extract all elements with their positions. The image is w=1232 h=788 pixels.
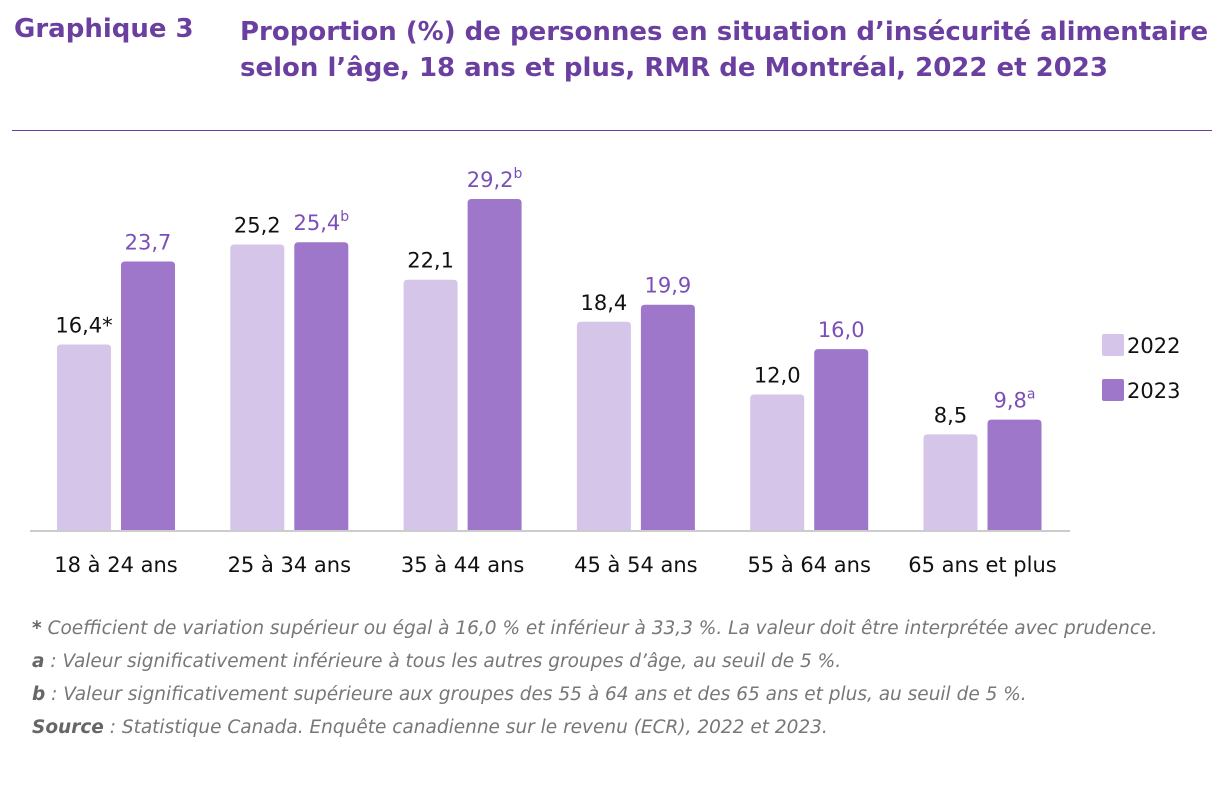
value-label: 18,4 (581, 291, 628, 315)
value-label-note: b (340, 209, 349, 225)
value-label: 22,1 (407, 249, 454, 273)
value-label: 9,8a (994, 387, 1036, 413)
value-label-text: 9,8 (994, 389, 1027, 413)
footnote: * Coefficient de variation supérieur ou … (32, 616, 1202, 642)
value-label: 23,7 (125, 231, 172, 255)
value-label-text: 25,4 (293, 211, 340, 235)
value-label-text: 16,4* (55, 314, 112, 338)
footnote: a : Valeur significativement inférieure … (32, 649, 1202, 675)
value-label: 25,2 (234, 213, 281, 237)
bar (987, 419, 1042, 531)
value-label: 16,4* (55, 314, 112, 338)
bar (576, 321, 631, 531)
value-label: 16,0 (818, 318, 865, 342)
bar (467, 198, 522, 531)
title-rule (12, 130, 1212, 131)
x-tick-label: 45 à 54 ans (574, 553, 697, 577)
value-label-note: a (1027, 387, 1036, 403)
footnote-marker: Source (32, 717, 104, 738)
value-label-text: 18,4 (581, 291, 628, 315)
footnote-text: Coefficient de variation supérieur ou ég… (41, 618, 1158, 639)
value-label-text: 29,2 (467, 168, 514, 192)
bar (750, 394, 805, 531)
bar (294, 242, 349, 531)
footnote-text: : Valeur significativement supérieure au… (45, 684, 1027, 705)
value-label-text: 12,0 (754, 364, 801, 388)
footnote-marker: a (32, 651, 45, 672)
footnote: Source : Statistique Canada. Enquête can… (32, 715, 1202, 741)
x-tick-label: 25 à 34 ans (228, 553, 351, 577)
footnote: b : Valeur significativement supérieure … (32, 682, 1202, 708)
value-label: 8,5 (934, 403, 967, 427)
bar (640, 304, 695, 531)
footnote-marker: * (32, 618, 42, 639)
x-tick-label: 55 à 64 ans (747, 553, 870, 577)
x-tick-label: 65 ans et plus (908, 553, 1056, 577)
value-label-text: 22,1 (407, 249, 454, 273)
value-label-text: 8,5 (934, 403, 967, 427)
value-label: 12,0 (754, 364, 801, 388)
bar (57, 344, 111, 531)
x-tick-label: 18 à 24 ans (54, 553, 177, 577)
value-label: 29,2b (467, 166, 523, 192)
bar (121, 261, 175, 531)
footnote-text: : Valeur significativement inférieure à … (44, 651, 842, 672)
chart-title: Proportion (%) de personnes en situation… (240, 17, 1209, 83)
x-tick-label: 35 à 44 ans (401, 553, 524, 577)
footnote-text: : Statistique Canada. Enquête canadienne… (103, 717, 828, 738)
footnotes: * Coefficient de variation supérieur ou … (32, 616, 1202, 748)
value-label: 25,4b (293, 209, 349, 235)
value-label-text: 16,0 (818, 318, 865, 342)
bar (923, 434, 978, 531)
value-label-text: 23,7 (125, 231, 172, 255)
legend-label: 2023 (1127, 379, 1180, 403)
figure-label: Graphique 3 (14, 14, 194, 44)
bar (814, 349, 869, 531)
legend-swatch (1102, 334, 1124, 356)
value-label-text: 25,2 (234, 213, 281, 237)
value-label: 19,9 (645, 274, 692, 298)
legend-label: 2022 (1127, 334, 1180, 358)
value-label-text: 19,9 (645, 274, 692, 298)
bar (403, 279, 458, 531)
footnote-marker: b (32, 684, 46, 705)
legend-swatch (1102, 379, 1124, 401)
value-label-note: b (514, 166, 523, 182)
bar (230, 244, 285, 531)
